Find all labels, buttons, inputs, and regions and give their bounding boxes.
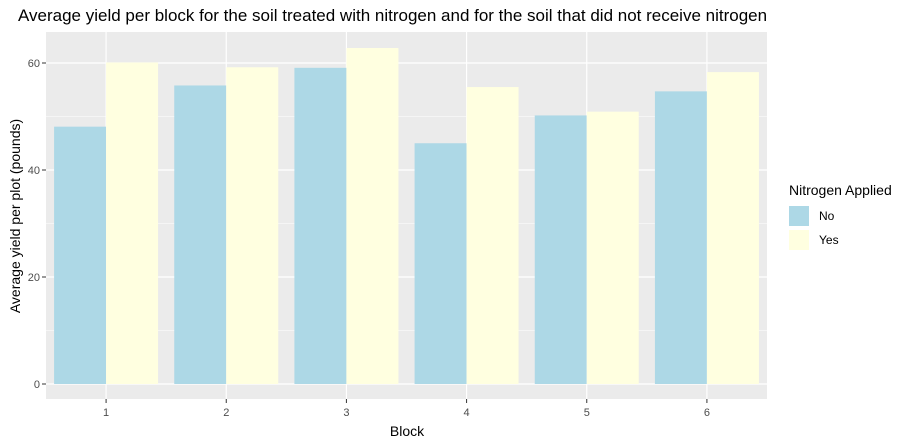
- bar-no-block-3: [294, 67, 347, 384]
- legend-label-no: No: [819, 209, 835, 223]
- legend-swatch-yes: [789, 230, 809, 250]
- bar-no-block-4: [414, 143, 467, 384]
- bar-no-block-2: [174, 85, 227, 384]
- bar-no-block-1: [54, 126, 107, 384]
- bar-no-block-6: [654, 91, 707, 384]
- legend-item-yes: Yes: [789, 228, 892, 252]
- bar-yes-block-2: [226, 67, 279, 384]
- y-tick-label: 0: [34, 379, 40, 391]
- x-tick-label: 3: [343, 407, 349, 419]
- legend-title: Nitrogen Applied: [789, 182, 892, 198]
- bar-yes-block-4: [466, 87, 519, 384]
- x-tick-label: 2: [223, 407, 229, 419]
- bar-no-block-5: [534, 115, 587, 385]
- axes: 0 20 40 60 1 2 3 4 5 6: [28, 58, 710, 419]
- plot-panel: [46, 32, 767, 399]
- legend: Nitrogen Applied No Yes: [789, 182, 892, 252]
- y-tick-label: 60: [28, 58, 40, 70]
- bars: [54, 48, 759, 385]
- y-tick-label: 20: [28, 272, 40, 284]
- y-tick-label: 40: [28, 165, 40, 177]
- x-tick-label: 5: [584, 407, 590, 419]
- bar-yes-block-6: [706, 72, 759, 384]
- legend-swatch-no: [789, 206, 809, 226]
- legend-label-yes: Yes: [819, 233, 839, 247]
- bar-yes-block-3: [346, 48, 399, 385]
- bar-yes-block-5: [586, 111, 639, 384]
- chart-title: Average yield per block for the soil tre…: [18, 6, 768, 25]
- y-axis-label: Average yield per plot (pounds): [7, 119, 23, 313]
- x-tick-label: 4: [464, 407, 470, 419]
- x-tick-label: 6: [704, 407, 710, 419]
- x-axis-label: Block: [390, 423, 425, 439]
- legend-item-no: No: [789, 204, 892, 228]
- x-tick-label: 1: [103, 407, 109, 419]
- bar-yes-block-1: [106, 62, 159, 385]
